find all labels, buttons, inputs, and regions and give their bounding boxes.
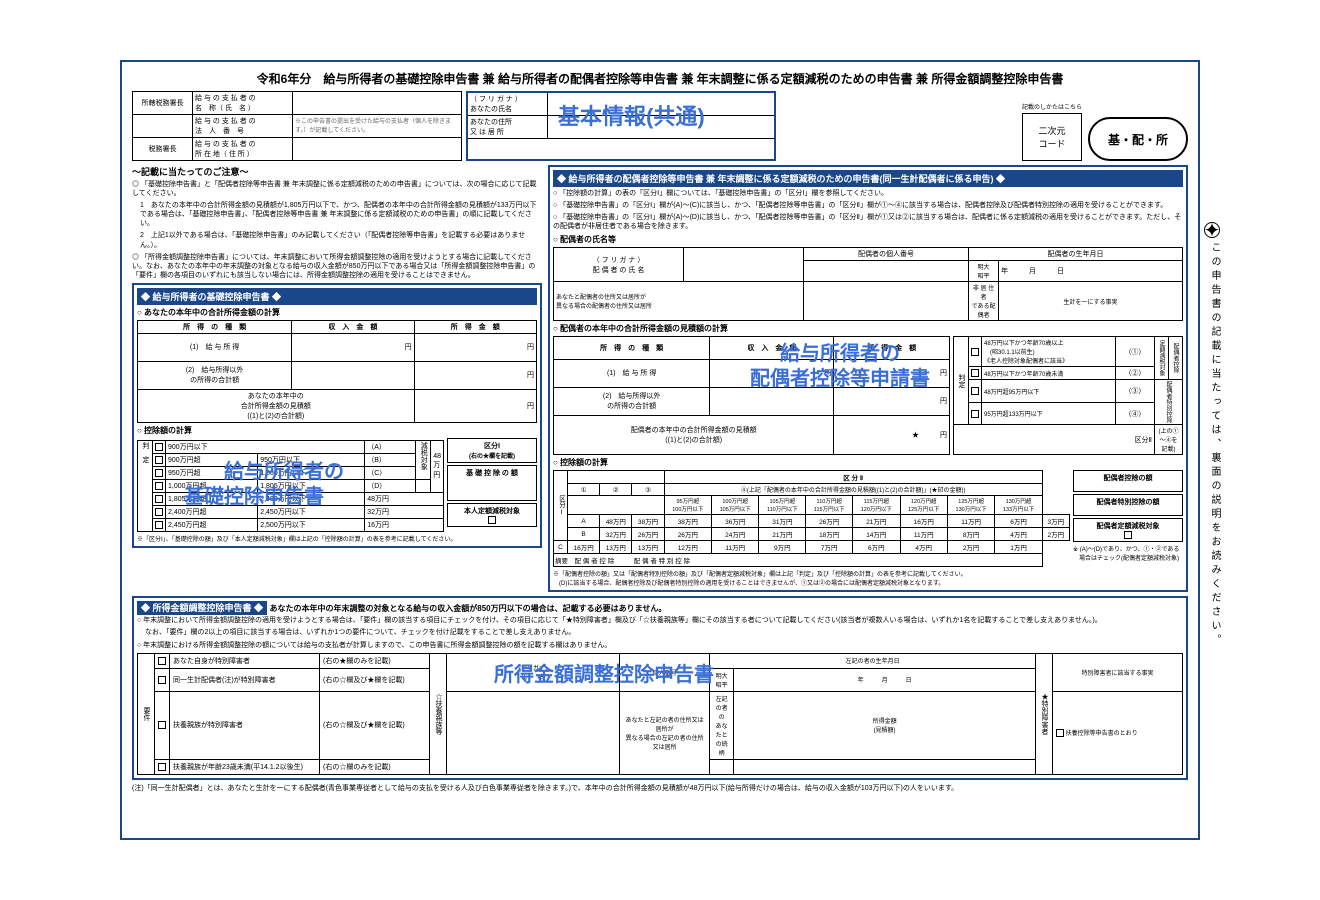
notice-b3: 2 上記1以外である場合は、「基礎控除申告書」のみ記載してください（「配偶者控除… (132, 231, 542, 249)
notice-b2: 1 あなたの本年中の合計所得金額の見積額が1,805万円以下で、かつ、配偶者の本… (132, 201, 542, 228)
spouse-income-table: 所 得 の 種 類収 入 金 額所 得 金 額 (1) 給 与 所 得円円 (2… (553, 336, 950, 455)
spouse-name-title: ○ 配偶者の氏名等 (553, 234, 1183, 245)
kiso-results: 区分Ⅰ(右の★欄を記載) 基 礎 控 除 の 額 本人定額減税対象 (447, 438, 537, 532)
spouse-grid: 区分Ⅰ区 分 Ⅱ ①②③④(上記「配偶者の本年中の合計所得金額の見積額((1)と… (553, 470, 1070, 567)
kiso-amount-box: 基 礎 控 除 の 額 (447, 465, 537, 501)
qr-code-box: 二次元 コード (1022, 113, 1082, 161)
side-text: この申告書の記載に当たっては、裏面の説明をお読みください。 (1207, 242, 1222, 648)
your-addr-field[interactable] (548, 116, 774, 138)
qr-area: 記載のしかたはこちら 二次元 コード 基・配・所 (780, 91, 1188, 161)
spouse-section: ◆ 給与所得者の配偶者控除等申告書 兼 年末調整に係る定額減税のための申告書(同… (548, 165, 1188, 592)
main-title: 令和6年分 給与所得者の基礎控除申告書 兼 給与所得者の配偶者控除等申告書 兼 … (132, 70, 1188, 87)
kiso-income-table: 所 得 の 種 類収 入 金 額所 得 金 額 (1) 給 与 所 得円円 (2… (137, 320, 537, 423)
adjust-n3: ○ 年末調整における所得金額調整控除の額については給与の支払者が計算しますので、… (137, 641, 1183, 650)
spouse-name-table: （ フ リ ガ ナ ） 配 偶 者 の 氏 名 配偶者の個人番号 配偶者の生年月… (553, 247, 1183, 321)
notice-b4: ◎ 「所得金額調整控除申告書」については、年末調整において所得金額調整控除の適用… (132, 253, 542, 280)
spouse-n3: ○ 「基礎控除申告書」の「区分Ⅰ」欄が(A)～(D)に該当し、かつ、「配偶者控除… (553, 213, 1183, 231)
adjust-table: 要件 あなた自身が特別障害者(右の★欄のみを記載) ☆扶養親族等 (フリガナ) … (137, 653, 1183, 775)
payer-number-label: 給 与 の 支 払 者 の 法 人 番 号 (193, 115, 293, 137)
adjust-n2: なお、「要件」欄の2以上の項目に該当する場合は、いずれか1つの要件について、チェ… (137, 628, 1183, 637)
main-columns: ～記載に当たってのご注意～ ◎ 「基礎控除申告書」と「配偶者控除等申告書 兼 年… (132, 165, 1188, 592)
kiso-sub1: ○ あなたの本年中の合計所得金額の計算 (137, 307, 537, 318)
adjust-n1: ○ 年末調整において所得金額調整控除の適用を受けようとする場合は、「要件」欄の該… (137, 616, 1183, 625)
spouse-n2: ○ 「基礎控除申告書」の「区分Ⅰ」欄が(A)～(C)に該当し、かつ、「配偶者控除… (553, 201, 1183, 210)
spouse-n1: ○ 「控除額の計算」の表の「区分Ⅰ」欄については、「基礎控除申告書」の「区分Ⅰ」… (553, 189, 1183, 198)
adjust-section: ◆ 所得金額調整控除申告書 ◆ あなたの本年中の年末調整の対象となる給与の収入金… (132, 596, 1188, 779)
kiso-deduction-table: 判 定 900万円以下（A）減税対象48万円 900万円超950万円以下（B） … (137, 440, 444, 532)
spouse-foot: ※「配偶者控除の額」又は「配偶者特別控除の額」及び「配偶者定額減税対象」欄は上記… (553, 569, 1183, 587)
form-page: 令和6年分 給与所得者の基礎控除申告書 兼 給与所得者の配偶者控除等申告書 兼 … (120, 60, 1200, 840)
basic-info-box: （ フ リ ガ ナ ） あなたの氏名 あなたの住所 又 は 居 所 基本情報(共… (466, 91, 776, 161)
payer-name-field[interactable] (293, 92, 461, 114)
notice-title: ～記載に当たってのご注意～ (132, 165, 542, 178)
spouse-sub1: ○ 配偶者の本年中の合計所得金額の見積額の計算 (553, 323, 1183, 334)
kiso-foot: ※「区分Ⅰ」、「基礎控除の額」及び「本人定額減税対象」欄は上記の「控除額の計算」… (137, 534, 537, 543)
your-name-field[interactable] (548, 93, 774, 115)
spouse-results: 配偶者控除の額 配偶者特別控除の額 配偶者定額減税対象 ※ (A)～(D)であり… (1073, 470, 1183, 567)
payer-box: 所轄税務署長 給 与 の 支 払 者 の 名 称（ 氏 名 ） 給 与 の 支 … (132, 91, 462, 161)
payer-name-label: 給 与 の 支 払 者 の 名 称（ 氏 名 ） (193, 92, 293, 114)
your-name-label: （ フ リ ガ ナ ） あなたの氏名 (468, 93, 548, 115)
office-label: 所轄税務署長 (133, 92, 193, 114)
payer-addr-field[interactable] (293, 138, 461, 160)
kiso-bar: ◆ 給与所得者の基礎控除申告書 ◆ (137, 288, 537, 305)
kiso-section: ◆ 給与所得者の基礎控除申告書 ◆ ○ あなたの本年中の合計所得金額の計算 所 … (132, 283, 542, 548)
adjust-bar: ◆ 所得金額調整控除申告書 ◆ (137, 601, 267, 615)
top-row: 所轄税務署長 給 与 の 支 払 者 の 名 称（ 氏 名 ） 給 与 の 支 … (132, 91, 1188, 161)
your-addr-label: あなたの住所 又 は 居 所 (468, 116, 548, 138)
spouse-bar: ◆ 給与所得者の配偶者控除等申告書 兼 年末調整に係る定額減税のための申告書(同… (553, 170, 1183, 187)
spouse-judge-table: 判定48万円以下かつ年齢70歳以上 (昭30.1.1以前生) 《老人控除対象配偶… (953, 336, 1183, 455)
self-tax-cut-box: 本人定額減税対象 (447, 503, 537, 527)
kiso-r1: (1) 給 与 所 得 (138, 333, 292, 361)
qr-note-text: 記載のしかたはこちら (1022, 102, 1082, 111)
payer-number-note: ※この申告書の提出を受けた給与の支払者（個人を除きます。）が記載してください。 (293, 115, 461, 137)
kiso-r2: (2) 給与所得以外 の所得の合計額 (138, 361, 292, 389)
payer-addr-label: 給 与 の 支 払 者 の 所 在 地（ 住 所 ） (193, 138, 293, 160)
spouse-sub2: ○ 控除額の計算 (553, 457, 1183, 468)
side-circle-icon: ✦ (1204, 222, 1220, 238)
left-column: ～記載に当たってのご注意～ ◎ 「基礎控除申告書」と「配偶者控除等申告書 兼 年… (132, 165, 542, 592)
tax-office-label: 税務署長 (133, 138, 193, 160)
kiso-sub2: ○ 控除額の計算 (137, 425, 537, 436)
bottom-note: (注)「同一生計配偶者」とは、あなたと生計を一にする配偶者(青色事業専従者として… (132, 783, 1188, 793)
kubun1-box: 区分Ⅰ(右の★欄を記載) (447, 438, 537, 463)
notice-b1: ◎ 「基礎控除申告書」と「配偶者控除等申告書 兼 年末調整に係る定額減税のための… (132, 180, 542, 198)
adjust-bar-text: あなたの本年中の年末調整の対象となる給与の収入金額が850万円以下の場合は、記載… (270, 604, 667, 613)
form-type-pill: 基・配・所 (1088, 117, 1188, 161)
